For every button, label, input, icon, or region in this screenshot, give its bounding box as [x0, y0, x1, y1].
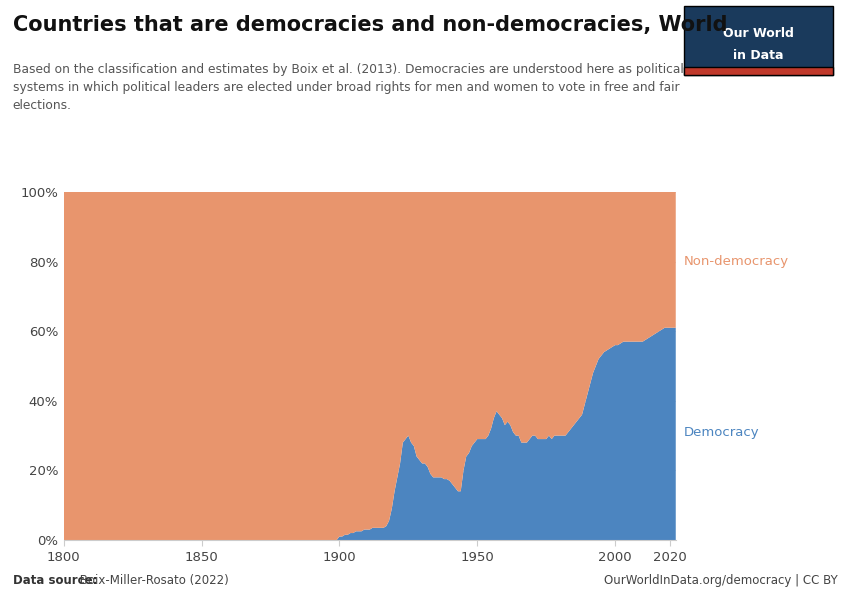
Text: Boix-Miller-Rosato (2022): Boix-Miller-Rosato (2022) — [76, 574, 230, 587]
Text: in Data: in Data — [734, 49, 784, 62]
FancyBboxPatch shape — [684, 67, 833, 75]
Text: OurWorldInData.org/democracy | CC BY: OurWorldInData.org/democracy | CC BY — [604, 574, 837, 587]
Text: Non-democracy: Non-democracy — [684, 255, 789, 268]
Text: Our World: Our World — [723, 27, 794, 40]
FancyBboxPatch shape — [684, 6, 833, 75]
Text: Countries that are democracies and non-democracies, World: Countries that are democracies and non-d… — [13, 15, 728, 35]
Text: Data source:: Data source: — [13, 574, 97, 587]
Text: Based on the classification and estimates by Boix et al. (2013). Democracies are: Based on the classification and estimate… — [13, 63, 683, 112]
Text: Democracy: Democracy — [684, 425, 760, 439]
